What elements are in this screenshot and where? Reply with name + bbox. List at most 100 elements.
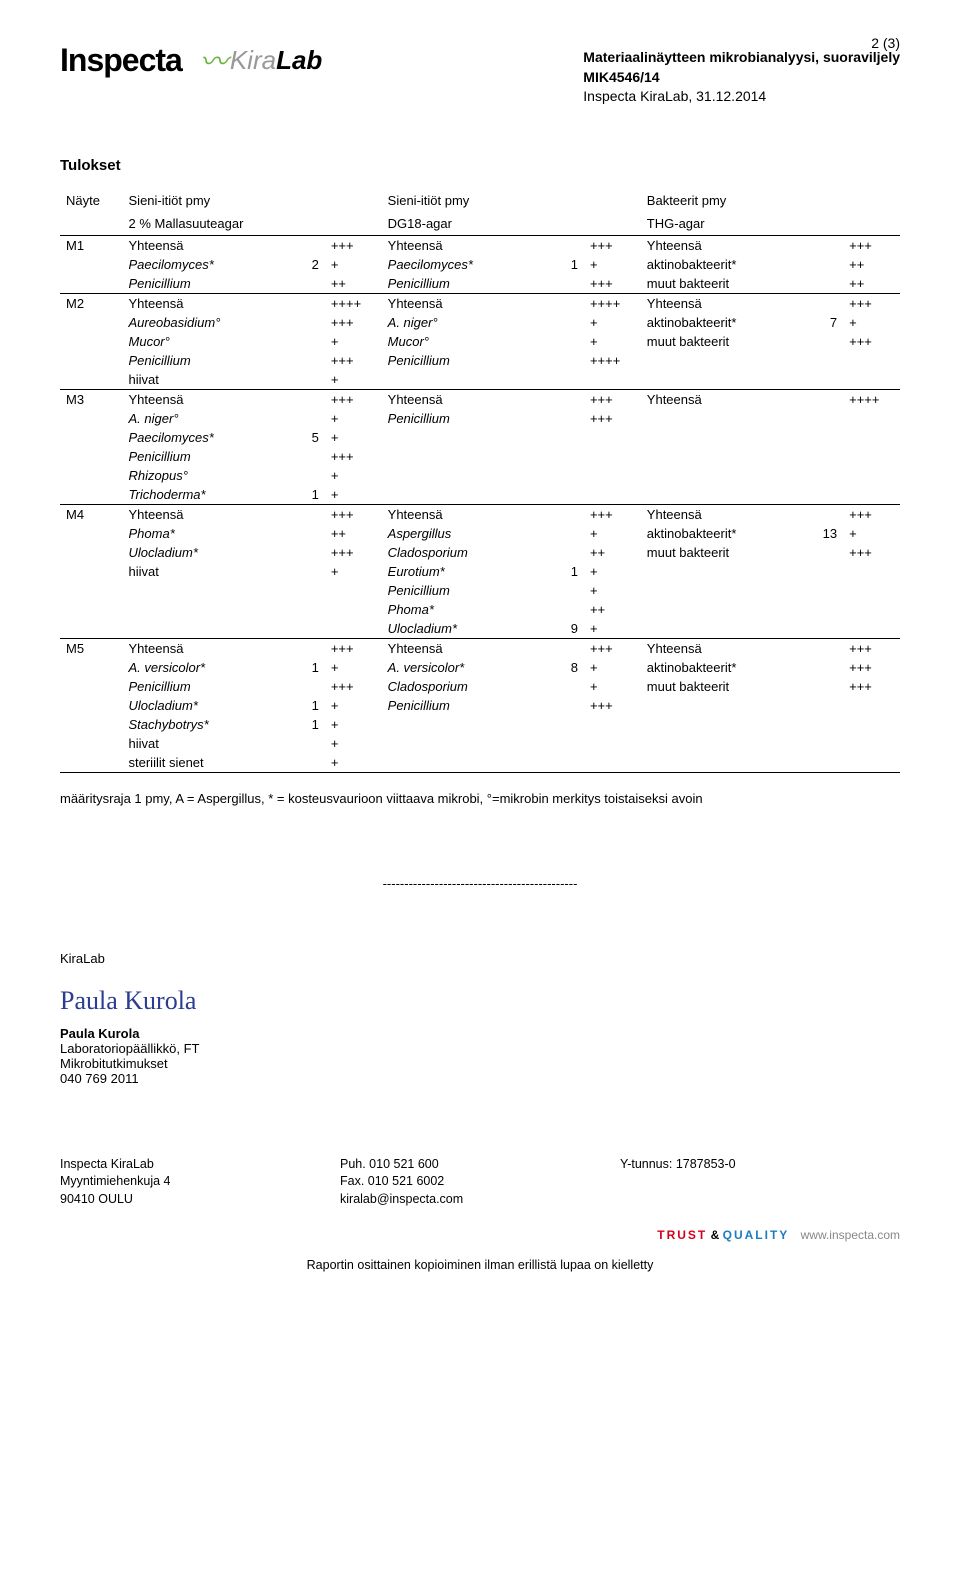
cell <box>843 351 900 370</box>
cell <box>843 485 900 505</box>
cell: Ulocladium* <box>123 543 294 562</box>
cell <box>293 332 325 351</box>
cell: ++ <box>843 274 900 294</box>
cell: Aspergillus <box>382 524 553 543</box>
signer-name: Paula Kurola <box>60 1026 900 1041</box>
cell: +++ <box>584 638 641 658</box>
cell: Penicillium <box>123 447 294 466</box>
cell <box>123 772 294 777</box>
cell: + <box>584 619 641 639</box>
cell <box>552 235 584 255</box>
cell <box>552 581 584 600</box>
cell <box>60 715 123 734</box>
cell <box>60 370 123 390</box>
cell <box>60 600 123 619</box>
cell <box>811 293 843 313</box>
cell <box>293 293 325 313</box>
cell: +++ <box>843 677 900 696</box>
cell: aktinobakteerit* <box>641 658 812 677</box>
cell: A. niger° <box>123 409 294 428</box>
signer-dept: Mikrobitutkimukset <box>60 1056 900 1071</box>
cell <box>843 715 900 734</box>
cell: + <box>325 370 382 390</box>
cell: A. niger° <box>382 313 553 332</box>
cell <box>552 715 584 734</box>
footer-street: Myyntimiehenkuja 4 <box>60 1173 340 1191</box>
cell <box>293 274 325 294</box>
footer-ytunnus: Y-tunnus: 1787853-0 <box>620 1156 900 1174</box>
cell <box>60 466 123 485</box>
cell <box>382 447 553 466</box>
cell <box>552 734 584 753</box>
cell: +++ <box>843 638 900 658</box>
trust-quality: TRUST & QUALITY www.inspecta.com <box>0 1228 960 1252</box>
cell: + <box>325 255 382 274</box>
cell: 1 <box>552 562 584 581</box>
cell <box>811 581 843 600</box>
cell <box>584 212 641 236</box>
doc-title-1: Materiaalinäytteen mikrobianalyysi, suor… <box>583 48 900 68</box>
cell: Yhteensä <box>641 638 812 658</box>
cell <box>293 189 325 212</box>
cell <box>552 370 584 390</box>
cell: ++++ <box>584 293 641 313</box>
footer-fax: Fax. 010 521 6002 <box>340 1173 620 1191</box>
cell: A. versicolor* <box>123 658 294 677</box>
cell: ++ <box>584 600 641 619</box>
cell: Rhizopus° <box>123 466 294 485</box>
cell <box>843 428 900 447</box>
cell <box>811 562 843 581</box>
cell: Penicillium <box>382 274 553 294</box>
cell <box>843 370 900 390</box>
cell <box>811 600 843 619</box>
cell: 5 <box>293 428 325 447</box>
cell: Paecilomyces* <box>123 255 294 274</box>
cell <box>325 212 382 236</box>
cell <box>60 658 123 677</box>
cell <box>811 235 843 255</box>
cell <box>843 581 900 600</box>
footer-email: kiralab@inspecta.com <box>340 1191 620 1209</box>
cell <box>60 447 123 466</box>
doc-title-2: MIK4546/14 <box>583 68 900 88</box>
cell <box>60 581 123 600</box>
cell: +++ <box>843 293 900 313</box>
cell <box>60 255 123 274</box>
lab-name: KiraLab <box>60 951 900 966</box>
cell <box>811 504 843 524</box>
cell <box>60 677 123 696</box>
cell <box>811 619 843 639</box>
cell: + <box>584 658 641 677</box>
cell <box>60 696 123 715</box>
cell: Yhteensä <box>123 638 294 658</box>
cell <box>584 428 641 447</box>
cell <box>293 772 325 777</box>
cell <box>811 658 843 677</box>
cell: + <box>325 562 382 581</box>
cell <box>811 332 843 351</box>
footer-city: 90410 OULU <box>60 1191 340 1209</box>
cell: +++ <box>325 351 382 370</box>
cell: muut bakteerit <box>641 677 812 696</box>
cell <box>293 212 325 236</box>
cell: +++ <box>584 274 641 294</box>
page-number: 2 (3) <box>871 35 900 51</box>
cell <box>552 351 584 370</box>
cell: 1 <box>552 255 584 274</box>
results-table: NäyteSieni-itiöt pmySieni-itiöt pmyBakte… <box>60 189 900 777</box>
cell: ++ <box>325 524 382 543</box>
cell: aktinobakteerit* <box>641 255 812 274</box>
cell <box>293 600 325 619</box>
swoosh-icon: 〰 <box>200 40 228 80</box>
cell: + <box>325 409 382 428</box>
cell <box>843 772 900 777</box>
cell: + <box>843 524 900 543</box>
cell: ++ <box>843 255 900 274</box>
cell: +++ <box>325 313 382 332</box>
cell <box>811 370 843 390</box>
cell: ++++ <box>843 389 900 409</box>
cell: hiivat <box>123 370 294 390</box>
cell <box>60 409 123 428</box>
cell <box>584 734 641 753</box>
cell <box>552 600 584 619</box>
